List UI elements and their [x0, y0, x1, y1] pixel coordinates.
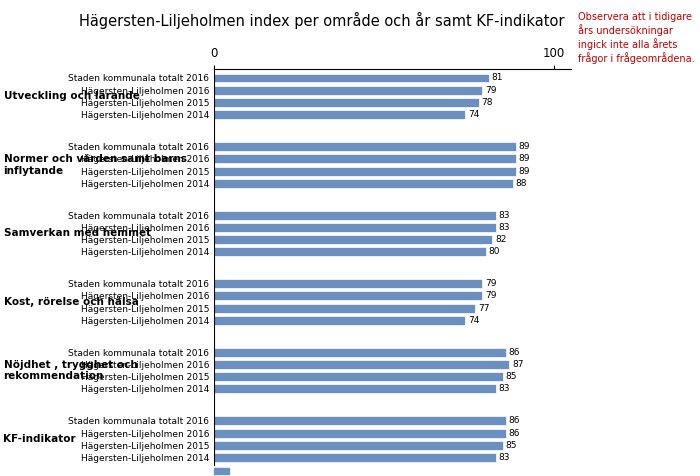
Text: 89: 89	[519, 154, 531, 163]
Text: 86: 86	[509, 428, 520, 437]
Text: 79: 79	[485, 291, 496, 300]
Bar	[214, 235, 492, 244]
Bar	[214, 279, 482, 288]
Text: KF-indikator: KF-indikator	[4, 434, 76, 444]
Bar	[214, 73, 489, 82]
Bar	[214, 416, 506, 425]
Bar	[214, 348, 506, 357]
Text: Samverkan med hemmet: Samverkan med hemmet	[4, 228, 150, 238]
Text: Hägersten-Liljeholmen index per område och år samt KF-indikator: Hägersten-Liljeholmen index per område o…	[79, 12, 565, 29]
Text: Observera att i tidigare
års undersökningar
ingick inte alla årets
frågor i fråg: Observera att i tidigare års undersöknin…	[578, 12, 694, 64]
Text: 74: 74	[468, 316, 480, 325]
Bar	[214, 110, 465, 119]
Text: Nöjdhet , trygghet och
rekommendation: Nöjdhet , trygghet och rekommendation	[4, 360, 137, 381]
Bar	[214, 98, 479, 107]
Text: 79: 79	[485, 279, 496, 288]
Text: 77: 77	[478, 304, 489, 313]
Text: 86: 86	[509, 416, 520, 425]
Bar	[214, 304, 475, 313]
Text: 83: 83	[498, 385, 510, 394]
Bar	[214, 179, 512, 188]
Text: 85: 85	[505, 441, 517, 450]
Text: Utveckling och lärande: Utveckling och lärande	[4, 91, 139, 101]
Bar	[214, 441, 503, 450]
Text: 83: 83	[498, 223, 510, 232]
Bar	[214, 291, 482, 300]
Text: Normer och värden samt barns
inflytande: Normer och värden samt barns inflytande	[4, 154, 186, 176]
Text: 80: 80	[488, 248, 500, 257]
Text: 83: 83	[498, 453, 510, 462]
Bar	[214, 372, 503, 381]
Text: Kost, rörelse och hälsa: Kost, rörelse och hälsa	[4, 297, 139, 307]
Text: 87: 87	[512, 360, 524, 369]
Bar	[214, 210, 496, 219]
Bar	[214, 223, 496, 232]
Bar	[214, 385, 496, 394]
Text: 85: 85	[505, 372, 517, 381]
Text: 89: 89	[519, 167, 531, 176]
Bar	[214, 167, 516, 176]
Text: 82: 82	[495, 235, 506, 244]
Bar	[214, 142, 516, 151]
Text: 89: 89	[519, 142, 531, 151]
Bar	[214, 154, 516, 163]
Bar	[214, 360, 510, 369]
Text: 74: 74	[468, 110, 480, 119]
Text: 88: 88	[515, 179, 527, 188]
Bar	[214, 453, 496, 462]
Bar	[214, 316, 465, 325]
Bar	[214, 248, 486, 256]
Bar	[214, 86, 482, 95]
Bar	[214, 428, 506, 437]
Text: 86: 86	[509, 348, 520, 357]
Text: 79: 79	[485, 86, 496, 95]
Text: 81: 81	[491, 73, 503, 82]
Text: 78: 78	[482, 98, 493, 107]
Text: 83: 83	[498, 210, 510, 219]
